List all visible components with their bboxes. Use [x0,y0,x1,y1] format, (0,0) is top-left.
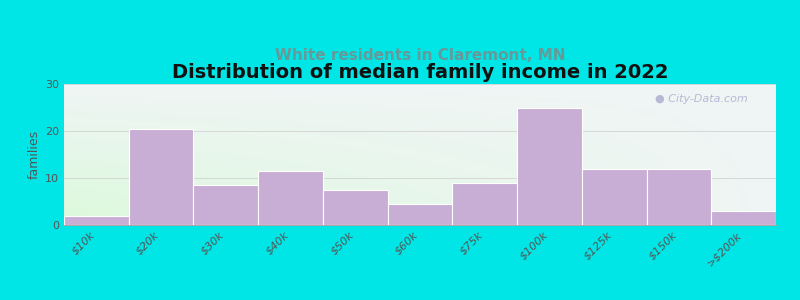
Title: Distribution of median family income in 2022: Distribution of median family income in … [172,63,668,82]
Bar [194,185,258,225]
Bar [646,169,711,225]
Bar [129,129,194,225]
Text: White residents in Claremont, MN: White residents in Claremont, MN [274,48,566,63]
Text: ● City-Data.com: ● City-Data.com [654,94,747,104]
Bar [258,171,323,225]
Bar [388,204,452,225]
Bar [517,107,582,225]
Bar [323,190,388,225]
Bar [582,169,646,225]
Y-axis label: families: families [28,130,41,179]
Bar [452,183,517,225]
Bar [711,211,776,225]
Bar [64,216,129,225]
